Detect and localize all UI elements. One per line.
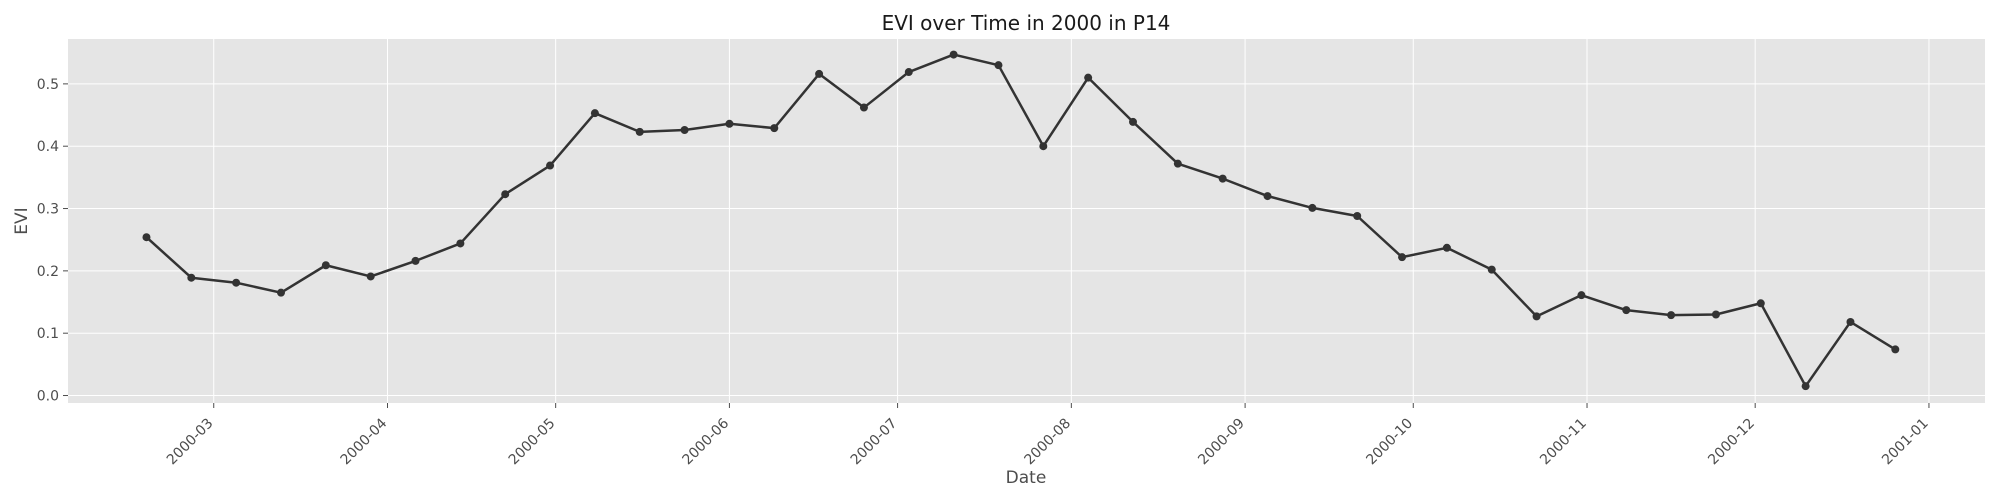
- data-point: [142, 233, 151, 242]
- data-point: [680, 126, 689, 134]
- data-point: [1711, 310, 1720, 319]
- data-point: [1039, 142, 1048, 151]
- y-ticks: 0.0 0.1 0.2 0.3 0.4 0.5: [37, 77, 68, 405]
- data-point: [1667, 311, 1676, 320]
- x-tick-label: 2000-06: [680, 415, 733, 468]
- data-point: [1084, 73, 1093, 82]
- data-point: [590, 109, 599, 118]
- y-tick-label: 0.1: [37, 326, 59, 342]
- data-point: [411, 256, 420, 265]
- y-tick-label: 0.3: [37, 202, 59, 218]
- x-tick-label: 2000-11: [1537, 416, 1590, 469]
- y-tick-label: 0.2: [37, 264, 59, 280]
- data-point: [635, 127, 644, 136]
- data-point: [232, 278, 241, 287]
- data-point: [904, 68, 913, 77]
- data-point: [1577, 291, 1586, 300]
- y-tick-label: 0.5: [37, 77, 59, 93]
- x-tick-label: 2000-04: [338, 415, 391, 468]
- x-tick-label: 2000-03: [164, 416, 217, 469]
- y-axis-label: EVI: [12, 207, 32, 234]
- data-point: [1442, 243, 1451, 252]
- y-tick-label: 0.4: [37, 139, 59, 155]
- data-point: [994, 61, 1003, 70]
- data-point: [1353, 212, 1362, 221]
- data-point: [1532, 312, 1541, 321]
- data-point: [546, 161, 555, 170]
- data-point: [815, 69, 824, 78]
- data-point: [501, 190, 510, 199]
- data-point: [770, 124, 779, 133]
- data-point: [1308, 203, 1317, 212]
- x-tick-label: 2000-05: [506, 416, 559, 469]
- data-point: [1487, 265, 1496, 274]
- data-point: [1756, 299, 1765, 308]
- series-group: [142, 50, 1900, 391]
- data-point: [1622, 306, 1631, 315]
- data-point: [1801, 382, 1810, 391]
- data-point: [1846, 317, 1855, 326]
- x-tick-label: 2000-10: [1363, 416, 1416, 469]
- x-tick-label: 2000-09: [1195, 416, 1248, 469]
- x-tick-label: 2000-12: [1705, 416, 1758, 469]
- data-point: [1891, 345, 1900, 354]
- data-point: [187, 273, 196, 282]
- x-tick-label: 2000-07: [848, 416, 901, 469]
- data-point: [859, 103, 868, 112]
- data-point: [1263, 192, 1272, 201]
- x-axis-label: Date: [1006, 468, 1047, 488]
- data-point: [366, 272, 375, 281]
- series-line: [145, 53, 1896, 388]
- data-point: [1129, 117, 1137, 126]
- x-ticks: 2000-03 2000-04 2000-05 2000-06 2000-07 2000-…: [164, 403, 1932, 468]
- y-tick-label: 0.0: [37, 389, 59, 405]
- data-point: [949, 50, 958, 59]
- data-point: [1173, 159, 1182, 168]
- data-point: [1218, 174, 1227, 183]
- chart-title: EVI over Time in 2000 in P14: [882, 11, 1171, 35]
- data-point: [725, 119, 734, 128]
- x-tick-label: 2001-01: [1879, 416, 1932, 469]
- data-point: [277, 288, 285, 297]
- plot-background: [68, 39, 1985, 403]
- data-point: [321, 261, 330, 270]
- x-tick-label: 2000-08: [1021, 416, 1074, 469]
- data-point: [456, 239, 465, 248]
- data-point: [1398, 253, 1407, 262]
